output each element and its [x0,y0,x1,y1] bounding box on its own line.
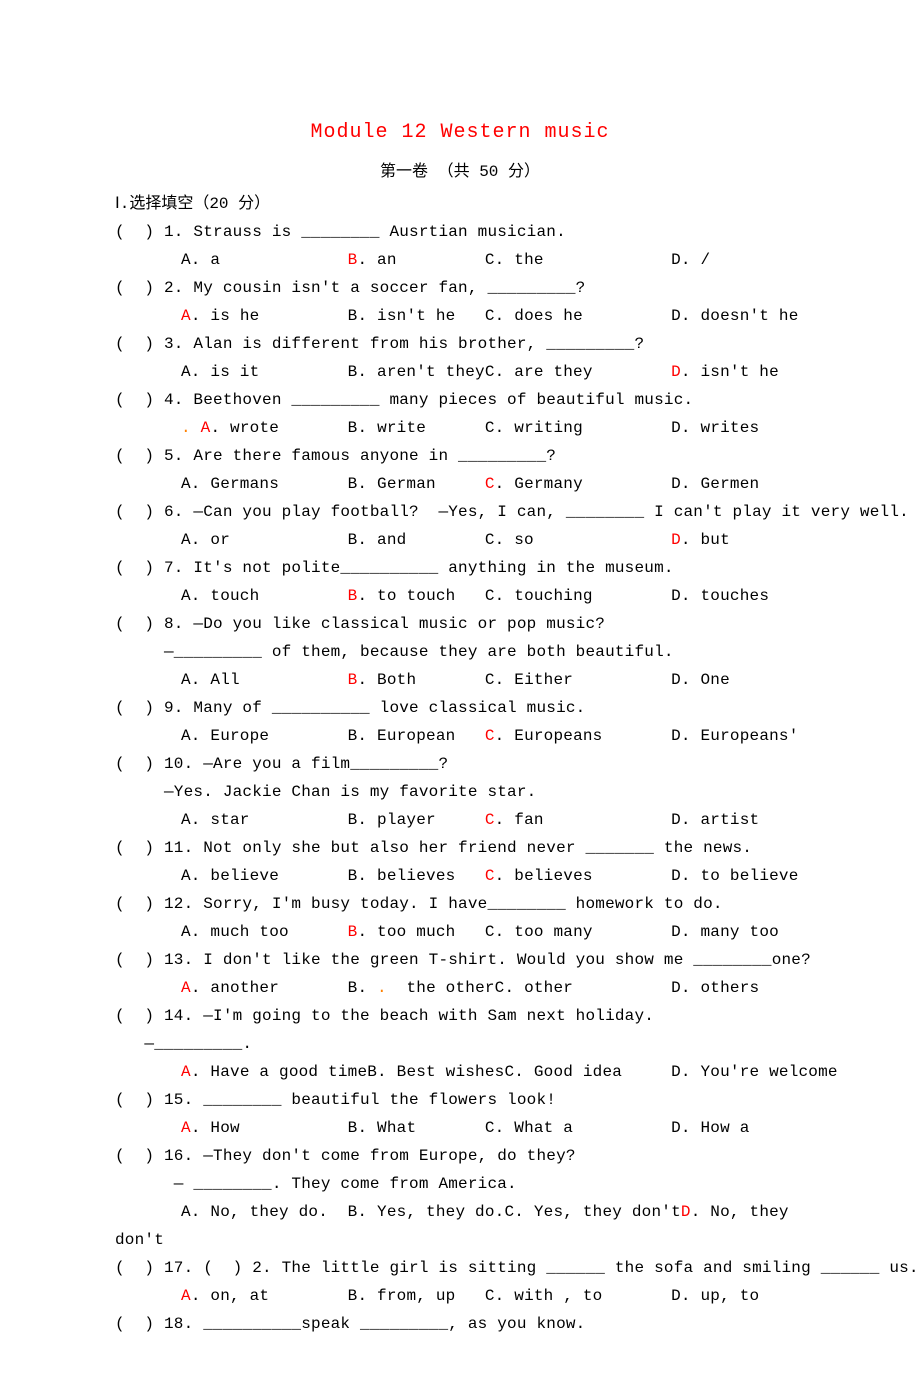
question-stem: ( ) 5. Are there famous anyone in ______… [115,442,805,470]
question-stem: ( ) 18. __________speak _________, as yo… [115,1310,805,1338]
question-stem-cont: —Yes. Jackie Chan is my favorite star. [115,778,805,806]
question-options-wrap: don't [115,1226,805,1254]
question-stem: ( ) 14. —I'm going to the beach with Sam… [115,1002,805,1030]
page-title: Module 12 Western music [115,115,805,150]
page-subtitle: 第一卷 （共 50 分） [115,158,805,186]
question-options: A. Europe B. European C. Europeans D. Eu… [115,722,805,750]
question-options: A. on, at B. from, up C. with , to D. up… [115,1282,805,1310]
question-options: A. much too B. too much C. too many D. m… [115,918,805,946]
question-options: A. is it B. aren't theyC. are they D. is… [115,358,805,386]
question-options: A. touch B. to touch C. touching D. touc… [115,582,805,610]
question-options: A. Have a good timeB. Best wishesC. Good… [115,1058,805,1086]
question-stem: ( ) 2. My cousin isn't a soccer fan, ___… [115,274,805,302]
question-stem: ( ) 11. Not only she but also her friend… [115,834,805,862]
question-options: A. another B. . the otherC. other D. oth… [115,974,805,1002]
question-stem: ( ) 7. It's not polite__________ anythin… [115,554,805,582]
question-stem-cont: — ________. They come from America. [115,1170,805,1198]
section-heading: Ⅰ.选择填空（20 分） [115,190,805,218]
question-options: A. or B. and C. so D. but [115,526,805,554]
question-list: ( ) 1. Strauss is ________ Ausrtian musi… [115,218,805,1338]
question-options: A. All B. Both C. Either D. One [115,666,805,694]
question-stem: ( ) 3. Alan is different from his brothe… [115,330,805,358]
question-options: . A. wrote B. write C. writing D. writes [115,414,805,442]
question-options: A. No, they do. B. Yes, they do.C. Yes, … [115,1198,805,1226]
question-stem: ( ) 10. —Are you a film_________? [115,750,805,778]
question-options: A. Germans B. German C. Germany D. Germe… [115,470,805,498]
question-stem: ( ) 1. Strauss is ________ Ausrtian musi… [115,218,805,246]
question-options: A. is he B. isn't he C. does he D. doesn… [115,302,805,330]
question-stem: ( ) 6. —Can you play football? —Yes, I c… [115,498,805,526]
question-stem: ( ) 13. I don't like the green T-shirt. … [115,946,805,974]
question-stem: ( ) 17. ( ) 2. The little girl is sittin… [115,1254,805,1282]
question-stem: ( ) 4. Beethoven _________ many pieces o… [115,386,805,414]
question-options: A. a B. an C. the D. / [115,246,805,274]
question-stem-cont: —_________ of them, because they are bot… [115,638,805,666]
question-stem-cont: —_________. [115,1030,805,1058]
question-stem: ( ) 16. —They don't come from Europe, do… [115,1142,805,1170]
question-stem: ( ) 15. ________ beautiful the flowers l… [115,1086,805,1114]
question-stem: ( ) 8. —Do you like classical music or p… [115,610,805,638]
question-stem: ( ) 9. Many of __________ love classical… [115,694,805,722]
question-options: A. How B. What C. What a D. How a [115,1114,805,1142]
question-options: A. believe B. believes C. believes D. to… [115,862,805,890]
question-options: A. star B. player C. fan D. artist [115,806,805,834]
question-stem: ( ) 12. Sorry, I'm busy today. I have___… [115,890,805,918]
